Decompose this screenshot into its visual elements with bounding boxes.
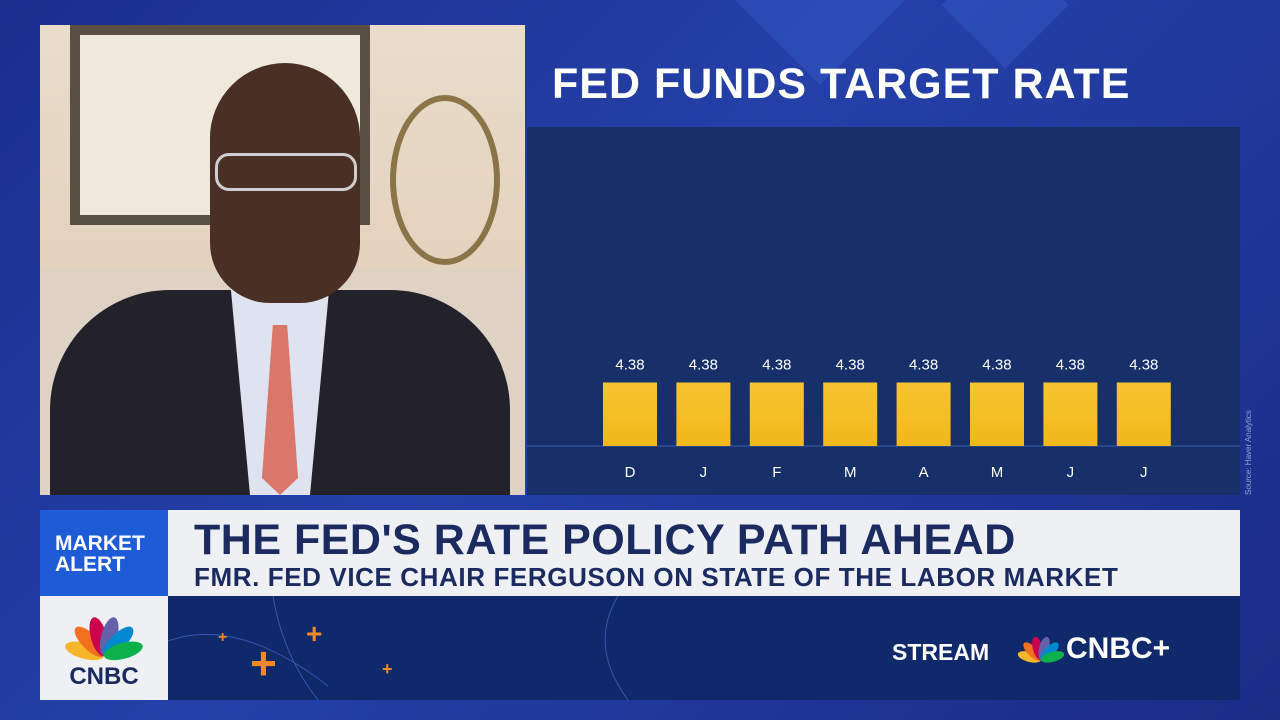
x-tick-label: J xyxy=(1067,464,1075,481)
network-name: CNBC xyxy=(69,663,138,690)
x-tick-label: F xyxy=(772,464,781,481)
subheadline: FMR. FED VICE CHAIR FERGUSON ON STATE OF… xyxy=(194,562,1119,592)
data-label: 4.38 xyxy=(909,356,938,373)
bar-3 xyxy=(823,382,878,446)
bar-1 xyxy=(676,382,731,446)
bar-2 xyxy=(749,382,804,446)
plus-icon: + xyxy=(218,629,228,646)
chart-source: Source: Haver Analytics xyxy=(1244,410,1253,495)
guest-head xyxy=(210,63,360,303)
cnbc-logo: CNBC xyxy=(40,596,168,700)
chart-title: FED FUNDS TARGET RATE xyxy=(552,60,1131,108)
x-tick-label: M xyxy=(844,464,857,481)
bar-6 xyxy=(1043,382,1098,446)
data-label: 4.38 xyxy=(615,356,644,373)
plus-icon: + xyxy=(250,637,277,689)
bar-5 xyxy=(970,382,1024,446)
stream-brand: CNBC+ xyxy=(1066,632,1171,665)
bar-7 xyxy=(1116,382,1171,446)
lower-bar: + + + + STREAM CNBC+ xyxy=(168,596,1240,700)
peacock-icon: CNBC xyxy=(65,617,143,690)
headline: THE FED'S RATE POLICY PATH AHEAD xyxy=(194,516,1016,564)
bar-4 xyxy=(896,382,951,446)
plus-icon: + xyxy=(382,659,393,679)
data-label: 4.38 xyxy=(982,356,1011,373)
guest-video-feed xyxy=(40,25,525,495)
plus-icon: + xyxy=(306,618,323,649)
data-label: 4.38 xyxy=(1129,356,1158,373)
peacock-small-icon xyxy=(1018,636,1064,663)
data-label: 4.38 xyxy=(836,356,865,373)
market-alert-tag: MARKET ALERT xyxy=(40,510,168,596)
x-tick-label: M xyxy=(991,464,1004,481)
x-tick-label: D xyxy=(625,464,636,481)
x-tick-label: J xyxy=(1140,464,1148,481)
stream-label: STREAM xyxy=(892,639,990,665)
bar-chart: 4.38 D 4.38 J 4.38 F 4.38 M 4.38 A 4.38 M 4.38 J 4.38 J xyxy=(527,356,1240,481)
x-tick-label: J xyxy=(700,464,708,481)
data-label: 4.38 xyxy=(1056,356,1085,373)
guest-glasses xyxy=(215,153,357,191)
gyroscope-decor xyxy=(390,95,500,265)
bg-arcs xyxy=(168,596,629,700)
headline-box: THE FED'S RATE POLICY PATH AHEAD FMR. FE… xyxy=(168,510,1240,596)
tag-line2: ALERT xyxy=(55,553,125,576)
tag-line1: MARKET xyxy=(55,532,145,555)
bg-decoration xyxy=(941,0,1069,69)
data-label: 4.38 xyxy=(689,356,718,373)
data-label: 4.38 xyxy=(762,356,791,373)
bar-0 xyxy=(603,382,657,446)
x-tick-label: A xyxy=(919,464,929,481)
